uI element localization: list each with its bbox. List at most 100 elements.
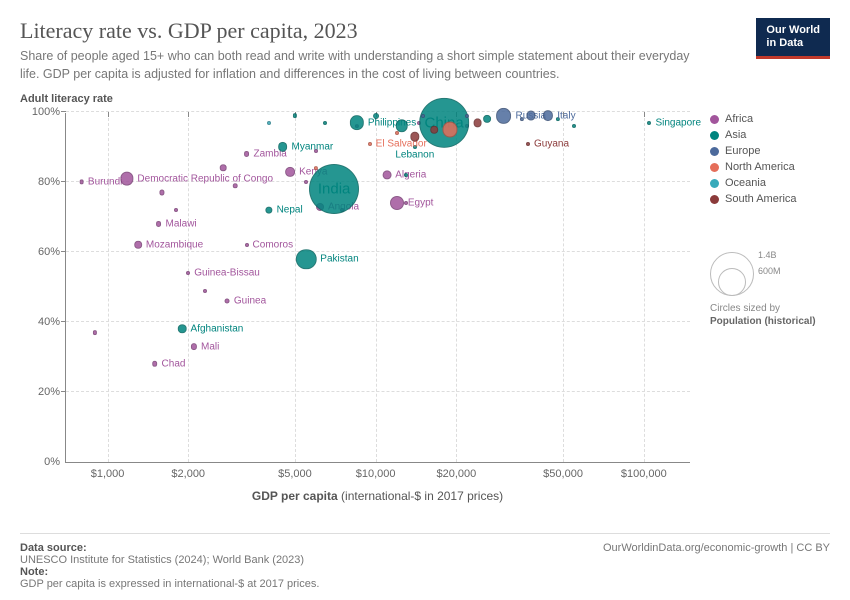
data-point[interactable] bbox=[304, 180, 308, 184]
data-point[interactable] bbox=[527, 111, 536, 120]
data-point[interactable] bbox=[191, 343, 197, 349]
y-tick: 100% bbox=[32, 106, 60, 118]
data-point[interactable] bbox=[421, 114, 425, 118]
data-point[interactable] bbox=[410, 132, 419, 141]
legend-label: North America bbox=[725, 161, 795, 173]
size-legend: 1.4B 600M Circles sized by Population (h… bbox=[710, 248, 830, 328]
x-tick: $50,000 bbox=[543, 468, 583, 480]
y-tick: 40% bbox=[38, 316, 60, 328]
data-point[interactable] bbox=[267, 121, 271, 125]
y-tick: 80% bbox=[38, 176, 60, 188]
point-label: Comoros bbox=[253, 240, 294, 251]
chart-area[interactable]: Adult literacy rate 0%20%40%60%80%100%$1… bbox=[20, 93, 830, 513]
legend-dot bbox=[710, 115, 719, 124]
data-point[interactable] bbox=[647, 121, 651, 125]
data-point[interactable] bbox=[245, 243, 249, 247]
x-tick: $2,000 bbox=[171, 468, 205, 480]
legend-item[interactable]: Africa bbox=[710, 113, 830, 125]
data-point[interactable] bbox=[285, 167, 295, 177]
data-point[interactable] bbox=[244, 151, 250, 157]
point-label: Democratic Republic of Congo bbox=[137, 173, 273, 184]
data-point[interactable] bbox=[526, 142, 530, 146]
legend-dot bbox=[710, 147, 719, 156]
size-circle-small bbox=[718, 268, 746, 296]
data-point[interactable] bbox=[93, 330, 97, 334]
data-point[interactable] bbox=[233, 183, 238, 188]
y-tick: 20% bbox=[38, 386, 60, 398]
data-point[interactable] bbox=[293, 113, 297, 117]
data-point[interactable] bbox=[430, 126, 438, 134]
data-point[interactable] bbox=[473, 118, 482, 127]
point-label: Guinea-Bissau bbox=[194, 268, 260, 279]
legend-dot bbox=[710, 195, 719, 204]
data-point[interactable] bbox=[323, 121, 327, 125]
data-point[interactable] bbox=[483, 115, 491, 123]
legend-label: Europe bbox=[725, 145, 760, 157]
data-point[interactable] bbox=[120, 172, 133, 185]
legend-item[interactable]: Oceania bbox=[710, 177, 830, 189]
point-label: Algeria bbox=[395, 170, 426, 181]
data-point[interactable] bbox=[160, 190, 165, 195]
data-point[interactable] bbox=[556, 117, 560, 121]
point-label: Guinea bbox=[234, 296, 266, 307]
data-point[interactable] bbox=[373, 113, 379, 119]
legend-item[interactable]: North America bbox=[710, 161, 830, 173]
legend-item[interactable]: Asia bbox=[710, 129, 830, 141]
point-label: El Salvador bbox=[376, 138, 427, 149]
legend-label: Asia bbox=[725, 129, 746, 141]
point-label: Malawi bbox=[166, 219, 197, 230]
point-label: Lebanon bbox=[395, 150, 434, 161]
data-point[interactable] bbox=[572, 124, 576, 128]
point-label: Nepal bbox=[277, 205, 303, 216]
y-axis-title: Adult literacy rate bbox=[20, 93, 113, 105]
y-tick: 0% bbox=[44, 456, 60, 468]
data-point[interactable] bbox=[496, 108, 512, 124]
legend-dot bbox=[710, 179, 719, 188]
data-point[interactable] bbox=[350, 115, 364, 129]
data-point[interactable] bbox=[174, 208, 178, 212]
point-label: Singapore bbox=[655, 117, 701, 128]
chart-title: Literacy rate vs. GDP per capita, 2023 bbox=[20, 18, 830, 44]
x-tick: $10,000 bbox=[356, 468, 396, 480]
data-point[interactable] bbox=[404, 173, 408, 177]
data-point[interactable] bbox=[309, 164, 359, 214]
legend-item[interactable]: Europe bbox=[710, 145, 830, 157]
x-tick: $20,000 bbox=[436, 468, 476, 480]
data-point[interactable] bbox=[419, 98, 469, 148]
x-tick: $5,000 bbox=[278, 468, 312, 480]
data-point[interactable] bbox=[413, 145, 417, 149]
data-point[interactable] bbox=[443, 122, 458, 137]
data-point[interactable] bbox=[203, 289, 207, 293]
data-point[interactable] bbox=[152, 361, 158, 367]
point-label: Myanmar bbox=[292, 142, 334, 153]
data-point[interactable] bbox=[314, 149, 318, 153]
legend-label: Africa bbox=[725, 113, 753, 125]
point-label: Afghanistan bbox=[191, 324, 244, 335]
legend-item[interactable]: South America bbox=[710, 193, 830, 205]
data-point[interactable] bbox=[382, 171, 391, 180]
data-point[interactable] bbox=[404, 201, 408, 205]
legend-label: Oceania bbox=[725, 177, 766, 189]
point-label: Pakistan bbox=[320, 254, 358, 265]
data-point[interactable] bbox=[265, 206, 272, 213]
data-point[interactable] bbox=[178, 325, 187, 334]
data-point[interactable] bbox=[225, 299, 230, 304]
legend-label: South America bbox=[725, 193, 797, 205]
point-label: Chad bbox=[162, 359, 186, 370]
data-point[interactable] bbox=[519, 117, 523, 121]
data-point[interactable] bbox=[186, 271, 190, 275]
data-point[interactable] bbox=[543, 110, 553, 120]
data-point[interactable] bbox=[296, 249, 316, 269]
data-point[interactable] bbox=[278, 142, 288, 152]
data-point[interactable] bbox=[390, 196, 404, 210]
x-axis-title: GDP per capita (international-$ in 2017 … bbox=[65, 489, 690, 503]
point-label: Egypt bbox=[408, 198, 434, 209]
color-legend: Africa Asia Europe North America Oceania Sout… bbox=[710, 113, 830, 209]
data-point[interactable] bbox=[368, 142, 372, 146]
data-point[interactable] bbox=[395, 131, 399, 135]
data-point[interactable] bbox=[465, 114, 469, 118]
data-point[interactable] bbox=[79, 180, 84, 185]
data-point[interactable] bbox=[156, 221, 162, 227]
data-point[interactable] bbox=[134, 241, 142, 249]
data-point[interactable] bbox=[220, 165, 227, 172]
